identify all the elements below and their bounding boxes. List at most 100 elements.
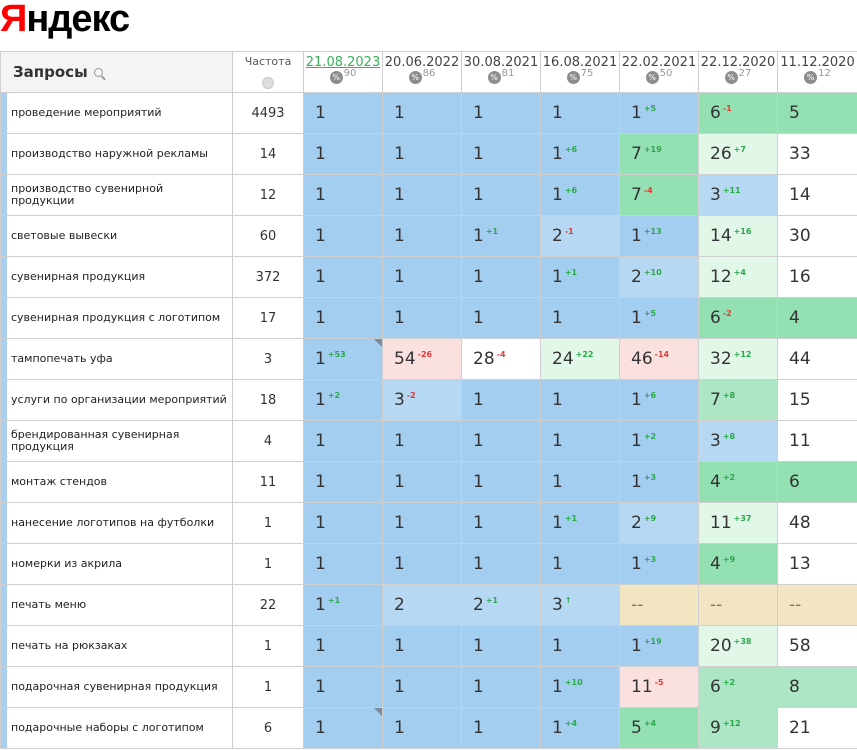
position-cell[interactable]: 26 +7 bbox=[698, 133, 778, 175]
position-cell[interactable]: 1 bbox=[382, 256, 462, 298]
position-cell[interactable]: 1 bbox=[303, 502, 383, 544]
position-cell[interactable]: 28 -4 bbox=[461, 338, 541, 380]
position-cell[interactable]: 3 -2 bbox=[382, 379, 462, 421]
query-cell[interactable]: печать на рюкзаках bbox=[0, 625, 233, 667]
position-cell[interactable]: 1 bbox=[461, 543, 541, 585]
position-cell[interactable]: 24 +22 bbox=[540, 338, 620, 380]
position-cell[interactable]: 1 +6 bbox=[540, 133, 620, 175]
position-cell[interactable]: 15 bbox=[777, 379, 857, 421]
position-cell[interactable]: 58 bbox=[777, 625, 857, 667]
position-cell[interactable]: 1 bbox=[303, 543, 383, 585]
position-cell[interactable]: 1 bbox=[540, 461, 620, 503]
position-cell[interactable]: 1 bbox=[382, 174, 462, 216]
position-cell[interactable]: 1 +1 bbox=[540, 256, 620, 298]
position-cell[interactable]: 1 bbox=[303, 133, 383, 175]
position-cell[interactable]: -- bbox=[777, 584, 857, 626]
position-cell[interactable]: 1 +4 bbox=[540, 707, 620, 749]
position-cell[interactable]: 1 +10 bbox=[540, 666, 620, 708]
position-cell[interactable]: 1 +6 bbox=[619, 379, 699, 421]
position-cell[interactable]: 14 bbox=[777, 174, 857, 216]
query-cell[interactable]: световые вывески bbox=[0, 215, 233, 257]
position-cell[interactable]: 13 bbox=[777, 543, 857, 585]
position-cell[interactable]: 1 +1 bbox=[461, 215, 541, 257]
position-cell[interactable]: 1 bbox=[461, 133, 541, 175]
position-cell[interactable]: 1 +53 bbox=[303, 338, 383, 380]
query-cell[interactable]: подарочные наборы с логотипом bbox=[0, 707, 233, 749]
frequency-header[interactable]: Частота bbox=[232, 51, 304, 93]
query-cell[interactable]: номерки из акрила bbox=[0, 543, 233, 585]
position-cell[interactable]: 1 +1 bbox=[303, 584, 383, 626]
position-cell[interactable]: 44 bbox=[777, 338, 857, 380]
position-cell[interactable]: 11 bbox=[777, 420, 857, 462]
position-cell[interactable]: 48 bbox=[777, 502, 857, 544]
position-cell[interactable]: 3 +11 bbox=[698, 174, 778, 216]
position-cell[interactable]: 1 bbox=[303, 297, 383, 339]
position-cell[interactable]: 4 +9 bbox=[698, 543, 778, 585]
position-cell[interactable]: 1 bbox=[461, 379, 541, 421]
position-cell[interactable]: 6 bbox=[777, 461, 857, 503]
position-cell[interactable]: 1 bbox=[382, 502, 462, 544]
position-cell[interactable]: 1 bbox=[382, 707, 462, 749]
position-cell[interactable]: -- bbox=[698, 584, 778, 626]
query-cell[interactable]: производство наружной рекламы bbox=[0, 133, 233, 175]
position-cell[interactable]: 1 bbox=[540, 625, 620, 667]
date-column-header[interactable]: 16.08.2021% 75 bbox=[540, 51, 620, 93]
position-cell[interactable]: 5 bbox=[777, 92, 857, 134]
date-label[interactable]: 21.08.2023 bbox=[305, 55, 381, 70]
position-cell[interactable]: 1 bbox=[303, 174, 383, 216]
position-cell[interactable]: 2 bbox=[382, 584, 462, 626]
position-cell[interactable]: 1 bbox=[382, 420, 462, 462]
position-cell[interactable]: 4 bbox=[777, 297, 857, 339]
position-cell[interactable]: 32 +12 bbox=[698, 338, 778, 380]
date-column-header[interactable]: 30.08.2021% 81 bbox=[461, 51, 541, 93]
position-cell[interactable]: 2 +10 bbox=[619, 256, 699, 298]
position-cell[interactable]: 1 bbox=[461, 502, 541, 544]
position-cell[interactable]: 33 bbox=[777, 133, 857, 175]
position-cell[interactable]: 1 bbox=[382, 92, 462, 134]
position-cell[interactable]: 46 -14 bbox=[619, 338, 699, 380]
query-cell[interactable]: сувенирная продукция bbox=[0, 256, 233, 298]
position-cell[interactable]: 1 bbox=[382, 133, 462, 175]
position-cell[interactable]: 21 bbox=[777, 707, 857, 749]
position-cell[interactable]: 1 bbox=[303, 420, 383, 462]
position-cell[interactable]: 9 +12 bbox=[698, 707, 778, 749]
query-cell[interactable]: тампопечать уфа bbox=[0, 338, 233, 380]
position-cell[interactable]: 1 bbox=[303, 707, 383, 749]
position-cell[interactable]: 2 -1 bbox=[540, 215, 620, 257]
position-cell[interactable]: 1 bbox=[461, 707, 541, 749]
position-cell[interactable]: 1 +19 bbox=[619, 625, 699, 667]
position-cell[interactable]: 16 bbox=[777, 256, 857, 298]
search-icon[interactable] bbox=[93, 68, 103, 77]
query-cell[interactable]: производство сувенирной продукции bbox=[0, 174, 233, 216]
position-cell[interactable]: 1 +3 bbox=[619, 461, 699, 503]
position-cell[interactable]: 3 +8 bbox=[698, 420, 778, 462]
position-cell[interactable]: -- bbox=[619, 584, 699, 626]
position-cell[interactable]: 5 +4 bbox=[619, 707, 699, 749]
query-cell[interactable]: проведение мероприятий bbox=[0, 92, 233, 134]
query-cell[interactable]: услуги по организации мероприятий bbox=[0, 379, 233, 421]
position-cell[interactable]: 1 bbox=[303, 215, 383, 257]
position-cell[interactable]: 1 bbox=[303, 666, 383, 708]
position-cell[interactable]: 1 +13 bbox=[619, 215, 699, 257]
date-column-header[interactable]: 22.12.2020% 27 bbox=[698, 51, 778, 93]
position-cell[interactable]: 1 +6 bbox=[540, 174, 620, 216]
date-column-header[interactable]: 20.06.2022% 86 bbox=[382, 51, 462, 93]
date-column-header[interactable]: 21.08.2023% 90 bbox=[303, 51, 383, 93]
position-cell[interactable]: 1 bbox=[382, 297, 462, 339]
position-cell[interactable]: 1 bbox=[461, 174, 541, 216]
position-cell[interactable]: 20 +38 bbox=[698, 625, 778, 667]
query-cell[interactable]: нанесение логотипов на футболки bbox=[0, 502, 233, 544]
query-cell[interactable]: сувенирная продукция с логотипом bbox=[0, 297, 233, 339]
position-cell[interactable]: 7 +8 bbox=[698, 379, 778, 421]
position-cell[interactable]: 30 bbox=[777, 215, 857, 257]
query-cell[interactable]: монтаж стендов bbox=[0, 461, 233, 503]
position-cell[interactable]: 14 +16 bbox=[698, 215, 778, 257]
position-cell[interactable]: 1 bbox=[461, 297, 541, 339]
position-cell[interactable]: 1 bbox=[461, 256, 541, 298]
position-cell[interactable]: 6 -1 bbox=[698, 92, 778, 134]
queries-header[interactable]: Запросы bbox=[0, 51, 233, 93]
position-cell[interactable]: 1 bbox=[303, 92, 383, 134]
position-cell[interactable]: 1 bbox=[303, 625, 383, 667]
position-cell[interactable]: 6 +2 bbox=[698, 666, 778, 708]
position-cell[interactable]: 7 -4 bbox=[619, 174, 699, 216]
